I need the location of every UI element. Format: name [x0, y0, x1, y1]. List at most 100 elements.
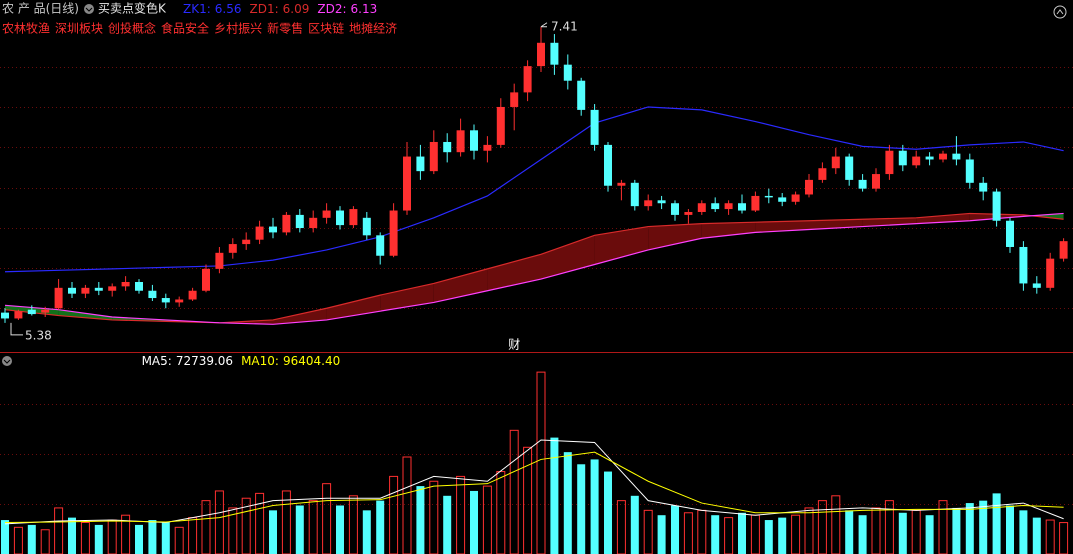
candle-body [671, 203, 679, 215]
candle-body [202, 268, 210, 291]
candle-body [135, 281, 143, 291]
volume-bar [563, 452, 572, 554]
candle-body [724, 203, 733, 210]
candle-body [322, 210, 331, 218]
candle-body [215, 252, 224, 269]
candle-body [108, 286, 117, 291]
sector-tag: 深圳板块 [55, 22, 103, 36]
candle-body [14, 311, 23, 319]
candle-body [255, 226, 264, 240]
volume-bar [577, 464, 586, 554]
volume-bar [604, 471, 612, 554]
candle-body [885, 150, 894, 175]
candle-body [630, 182, 639, 207]
volume-bar [402, 456, 412, 554]
volume-bar [764, 520, 773, 554]
candle-body [81, 287, 90, 294]
legend-name: ZD1: [250, 2, 279, 16]
candle-body [496, 106, 505, 145]
volume-bar [671, 505, 679, 554]
candle-body [483, 144, 492, 151]
candle-body [912, 156, 921, 166]
legend-name: MA5: [142, 354, 172, 368]
candle-body [590, 109, 599, 145]
volume-bar [711, 515, 720, 554]
candle-body [1046, 258, 1055, 288]
volume-bar [80, 521, 90, 554]
sector-tag: 区块链 [308, 21, 344, 36]
ma-line [4, 439, 1064, 525]
menu-arrow [85, 7, 93, 12]
legend-value: 96404.40 [283, 354, 340, 368]
band-segment [755, 220, 809, 233]
menu-icon[interactable] [84, 4, 94, 14]
volume-bar [550, 437, 559, 554]
candle-body [751, 195, 760, 211]
volume-bar [845, 510, 854, 554]
volume-bar [523, 446, 533, 554]
legend-name: MA10: [241, 354, 279, 368]
volume-bar [952, 507, 961, 554]
candle-body [188, 290, 197, 300]
volume-bar [979, 500, 988, 554]
candle-body [228, 244, 237, 253]
volume-bar [68, 517, 76, 554]
volume-bar [616, 500, 626, 554]
volume-bar [322, 483, 332, 554]
volume-bar [214, 490, 224, 554]
low-pointer [10, 322, 23, 336]
candle-body [537, 42, 545, 67]
candle-body [711, 203, 720, 210]
volume-bar [201, 500, 211, 554]
volume-bar [94, 524, 103, 554]
volume-bar [992, 493, 1001, 554]
volume-bar [871, 507, 881, 554]
candle-body [1032, 283, 1041, 288]
volume-bar [148, 520, 157, 554]
sector-tag: 农林牧渔 [2, 22, 50, 36]
candle-body [965, 159, 974, 183]
candle-body [403, 156, 411, 211]
candle-body [550, 42, 559, 65]
sector-tag: 新零售 [267, 21, 303, 36]
volume-bar [27, 524, 36, 554]
candle-body [644, 200, 653, 207]
volume-bar [750, 514, 760, 554]
volume-menu-icon[interactable] [2, 356, 12, 366]
volume-bar [456, 475, 466, 554]
volume-bar [107, 519, 117, 554]
candle-body [818, 168, 827, 180]
volume-bar [509, 429, 519, 554]
volume-bar [121, 514, 131, 554]
volume-bar [376, 500, 385, 554]
low-label: 5.38 [25, 328, 52, 342]
candle-body [175, 299, 184, 303]
legend-item: ZK1: 6.56 [183, 2, 242, 16]
volume-bar [295, 505, 304, 554]
collapse-arrow [1056, 9, 1064, 15]
candle-body [1019, 246, 1028, 284]
candle-body [429, 141, 438, 172]
volume-bar [925, 515, 934, 554]
legend-value: 6.09 [283, 2, 310, 16]
volume-bar [482, 485, 492, 554]
volume-bar [630, 495, 639, 554]
candle-body [282, 214, 291, 233]
volume-bar [898, 512, 907, 554]
legend-value: 6.56 [215, 2, 242, 16]
candle-body [831, 156, 840, 169]
sector-tag: 地摊经济 [349, 21, 397, 36]
candle-body [563, 64, 572, 81]
volume-bar [470, 490, 478, 554]
volume-bar [1006, 505, 1014, 554]
collapse-icon[interactable] [1053, 5, 1067, 19]
volume-bar [1045, 519, 1055, 554]
candle-body [336, 210, 344, 226]
candle-body [872, 174, 880, 189]
sector-tag: 食品安全 [161, 21, 209, 36]
volume-bar [724, 517, 734, 554]
candle-body [577, 80, 586, 110]
candle-body [456, 130, 465, 153]
candle-body [738, 203, 746, 211]
